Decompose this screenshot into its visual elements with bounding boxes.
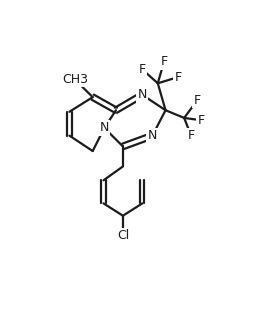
- Text: F: F: [188, 129, 195, 142]
- Text: N: N: [138, 88, 147, 101]
- Text: F: F: [160, 55, 167, 68]
- Text: F: F: [194, 94, 201, 107]
- Text: N: N: [148, 129, 157, 142]
- Text: F: F: [198, 114, 205, 127]
- Text: Cl: Cl: [117, 229, 129, 242]
- Text: F: F: [139, 63, 146, 76]
- Text: CH3: CH3: [62, 73, 88, 86]
- Text: N: N: [100, 121, 109, 134]
- Text: F: F: [174, 71, 182, 84]
